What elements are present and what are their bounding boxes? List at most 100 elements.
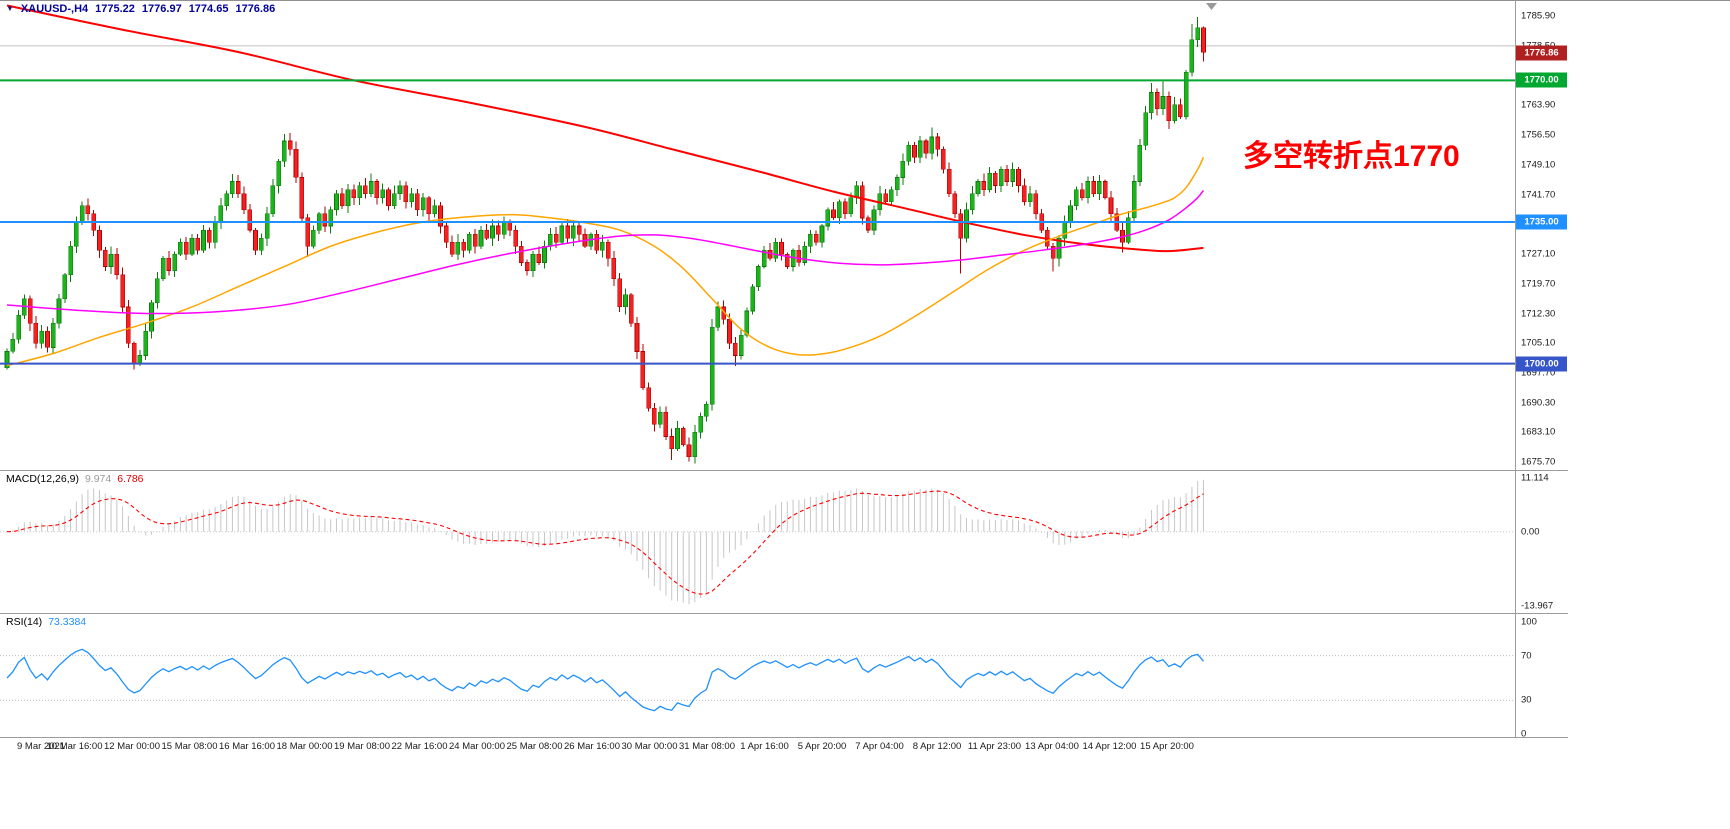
rsi-line	[6, 648, 1204, 712]
candle-body	[865, 217, 871, 231]
candle-body	[207, 229, 212, 243]
candle-body	[478, 229, 484, 247]
candle-body	[634, 322, 640, 352]
candle-body	[230, 181, 235, 194]
candle-body	[484, 229, 490, 239]
rsi-label: RSI(14) 73.3384	[6, 616, 86, 628]
moving-averages-layer	[6, 4, 1205, 367]
candle-body	[571, 225, 576, 239]
rsi-axis-label: 70	[1521, 650, 1532, 662]
price-axis-label: 1763.90	[1521, 99, 1556, 111]
time-axis-label: 18 Mar 00:00	[276, 741, 333, 752]
candle-body	[1131, 181, 1137, 219]
candle-body	[842, 201, 848, 215]
candle-body	[663, 411, 669, 437]
candle-body	[1189, 39, 1195, 73]
candle-body	[357, 185, 362, 199]
candle-body	[276, 161, 282, 186]
candle-body	[345, 189, 351, 207]
candle-body	[79, 205, 85, 223]
candle-body	[1010, 169, 1016, 182]
time-axis-label: 8 Apr 12:00	[912, 741, 962, 752]
candle-body	[946, 169, 952, 194]
candle-body	[368, 181, 374, 194]
ohlc-low: 1774.65	[188, 3, 229, 15]
candle-body	[987, 173, 992, 190]
candle-body	[675, 428, 680, 449]
candle-body	[519, 246, 524, 263]
candle-body	[559, 225, 565, 243]
candle-body	[698, 415, 703, 433]
candle-body	[195, 237, 200, 251]
candle-body	[461, 241, 466, 251]
candle-body	[149, 302, 154, 332]
chart-menu-icon[interactable]: ▼	[6, 4, 14, 13]
candle-body	[1004, 169, 1010, 182]
candle-body	[103, 250, 108, 267]
ma-mid-orange	[6, 156, 1205, 367]
candle-body	[1102, 181, 1108, 199]
candle-body	[97, 229, 102, 251]
candle-body	[299, 177, 305, 219]
candle-body	[270, 185, 276, 215]
candle-body	[467, 233, 472, 251]
chart-shift-marker[interactable]	[1206, 3, 1217, 10]
annotation-text[interactable]: 多空转折点1770	[1243, 140, 1460, 173]
candle-body	[605, 241, 611, 259]
candle-body	[975, 181, 981, 194]
candle-body	[738, 334, 744, 356]
candle-body	[1143, 112, 1148, 146]
price-axis-label: 1749.10	[1521, 159, 1556, 171]
time-axis-label: 10 Mar 16:00	[46, 741, 103, 752]
price-axis-label: 1756.50	[1521, 129, 1556, 141]
candle-body	[183, 241, 189, 255]
candle-body	[1160, 96, 1166, 109]
candle-body	[715, 306, 721, 328]
candle-body	[212, 221, 218, 243]
price-axis-label: 1705.10	[1521, 337, 1556, 349]
candle-body	[247, 209, 253, 231]
candle-body	[438, 205, 443, 227]
candle-body	[704, 403, 709, 417]
candle-body	[166, 258, 172, 271]
rsi-value: 73.3384	[48, 616, 87, 628]
candle-body	[178, 241, 183, 255]
macd-axis-label: -13.967	[1521, 600, 1554, 612]
candle-body	[802, 246, 807, 263]
candle-body	[224, 193, 229, 207]
candle-body	[68, 246, 73, 275]
candle-body	[941, 148, 946, 170]
price-axis-label: 1697.70	[1521, 367, 1556, 379]
candle-body	[1149, 92, 1154, 114]
candle-body	[894, 177, 900, 190]
candle-body	[744, 310, 750, 336]
rsi-layer	[0, 648, 1515, 712]
candle-body	[50, 322, 56, 348]
candle-body	[888, 189, 894, 203]
candle-body	[640, 351, 646, 389]
ohlc-high: 1776.97	[141, 3, 182, 15]
candle-body	[923, 140, 929, 154]
candle-body	[108, 254, 114, 267]
candle-body	[201, 229, 206, 251]
time-axis-label: 24 Mar 00:00	[449, 741, 505, 752]
candle-body	[391, 193, 397, 207]
candle-body	[836, 201, 842, 219]
candle-body	[1016, 169, 1021, 186]
candle-body	[160, 258, 166, 279]
candle-body	[495, 225, 501, 235]
price-axis-label: 1712.30	[1521, 308, 1556, 320]
candle-body	[472, 233, 478, 247]
candle-body	[1097, 181, 1102, 194]
candle-body	[62, 274, 68, 300]
price-tag-1735: 1735.00	[1516, 214, 1567, 230]
candle-body	[10, 338, 16, 352]
candle-body	[16, 314, 21, 340]
candle-body	[727, 318, 732, 344]
candle-body	[761, 250, 767, 267]
candle-body	[1154, 92, 1160, 110]
time-axis-label: 16 Mar 16:00	[219, 741, 275, 752]
candle-body	[1021, 185, 1027, 203]
candle-body	[403, 185, 409, 203]
